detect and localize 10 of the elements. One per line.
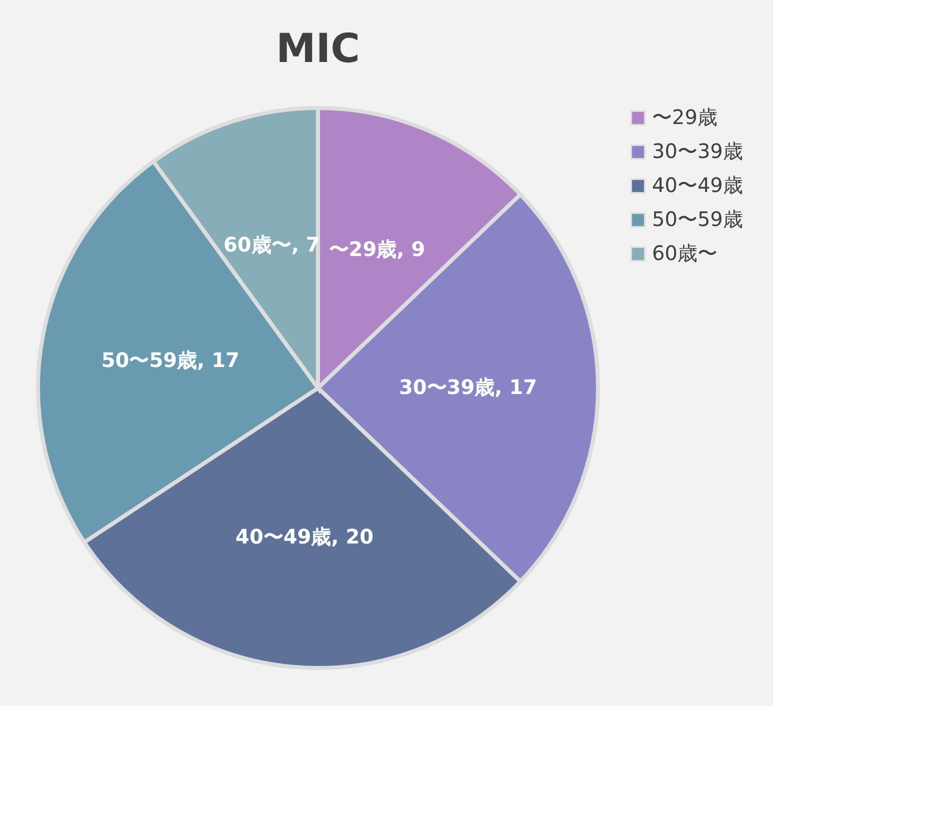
legend-label: 50〜59歳 [652, 207, 743, 231]
legend-label: 30〜39歳 [652, 139, 743, 163]
legend-label: 40〜49歳 [652, 173, 743, 197]
data-label: 50〜59歳, 17 [101, 348, 240, 372]
chart-title: MIC [276, 26, 360, 72]
data-label: 〜29歳, 9 [328, 237, 426, 262]
data-label: 30〜39歳, 17 [398, 375, 538, 399]
legend-label: 60歳〜 [652, 241, 718, 265]
legend-label: 〜29歳 [652, 105, 718, 129]
data-label: 40〜49歳, 20 [236, 524, 374, 548]
